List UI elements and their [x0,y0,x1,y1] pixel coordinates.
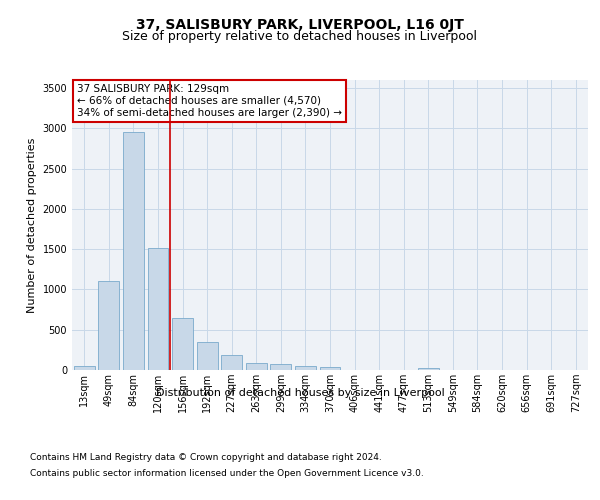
Bar [418,368,439,370]
Text: 37, SALISBURY PARK, LIVERPOOL, L16 0JT: 37, SALISBURY PARK, LIVERPOOL, L16 0JT [136,18,464,32]
Text: Distribution of detached houses by size in Liverpool: Distribution of detached houses by size … [155,388,445,398]
Text: 37 SALISBURY PARK: 129sqm
← 66% of detached houses are smaller (4,570)
34% of se: 37 SALISBURY PARK: 129sqm ← 66% of detac… [77,84,342,117]
Text: Contains public sector information licensed under the Open Government Licence v3: Contains public sector information licen… [30,468,424,477]
Bar [148,248,169,370]
Bar [320,367,340,370]
Bar [74,366,95,370]
Bar [246,363,267,370]
Bar [197,342,218,370]
Bar [271,364,292,370]
Text: Size of property relative to detached houses in Liverpool: Size of property relative to detached ho… [122,30,478,43]
Text: Contains HM Land Registry data © Crown copyright and database right 2024.: Contains HM Land Registry data © Crown c… [30,454,382,462]
Bar [98,282,119,370]
Bar [221,354,242,370]
Bar [123,132,144,370]
Y-axis label: Number of detached properties: Number of detached properties [27,138,37,312]
Bar [295,366,316,370]
Bar [172,318,193,370]
